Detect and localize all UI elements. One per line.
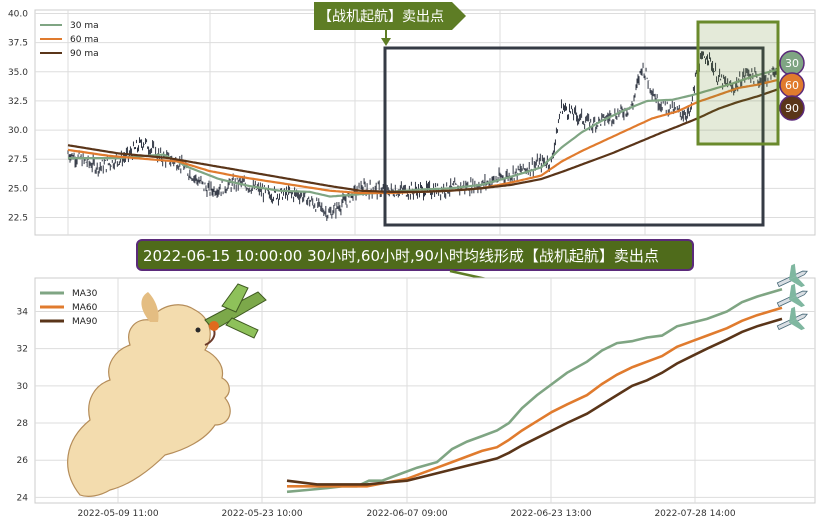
badge-90 (779, 95, 805, 121)
dog-body (67, 304, 231, 497)
badge-60-label: 60 (785, 79, 799, 92)
bottom-line-MA60 (287, 306, 783, 488)
top-ma-lines (67, 68, 778, 198)
top-y-tick-label: 40.0 (8, 9, 28, 19)
highlight-box-dark (383, 46, 765, 227)
jet-icon (776, 263, 808, 288)
bottom-y-tick-label: 30 (17, 382, 29, 392)
top-y-tick-label: 25.0 (8, 184, 28, 194)
legend-label-30ma: 30 ma (70, 21, 99, 31)
bottom-x-tick-label: 2022-05-09 11:00 (77, 509, 158, 519)
bottom-legend: MA30 MA60 MA90 (40, 289, 98, 327)
badge-90-label: 90 (785, 102, 799, 115)
bottom-x-tick-label: 2022-05-23 10:00 (221, 509, 302, 519)
callout-pointer-head (381, 38, 391, 46)
bottom-x-tick-label: 2022-06-23 13:00 (510, 509, 591, 519)
jet-icon (776, 283, 808, 308)
top-chart-panel: 22.5 25.0 27.5 30.0 32.5 35.0 37.5 40.0 30 ma 6… (8, 2, 816, 236)
bottom-x-tick-label: 2022-06-07 09:00 (366, 509, 447, 519)
bottom-y-tick-label: 34 (17, 307, 29, 317)
sell-point-callout: 【战机起航】卖出点 (314, 2, 466, 46)
callout-arrow-shape (314, 2, 466, 30)
toy-plane-illustration (204, 283, 267, 339)
bottom-y-tick-labels: 24 26 28 30 32 34 (17, 307, 29, 503)
legend-label-MA30: MA30 (72, 289, 98, 299)
top-y-tick-label: 27.5 (8, 155, 28, 165)
top-line-30ma (68, 68, 778, 198)
legend-label-60ma: 60 ma (70, 35, 99, 45)
bottom-y-tick-label: 24 (17, 493, 29, 503)
top-legend: 30 ma 60 ma 90 ma (40, 21, 99, 59)
bottom-line-MA30 (286, 287, 783, 494)
dog-illustration (67, 292, 231, 497)
bottom-line-MA90 (286, 317, 783, 486)
banner-box (136, 239, 694, 271)
bottom-x-tick-labels: 2022-05-09 11:00 2022-05-23 10:00 2022-06-… (77, 509, 735, 519)
bottom-chart-panel: 24 26 28 30 32 34 2022-05-09 11:00 2022-05-23 … (17, 263, 816, 519)
ma-badges: 30 60 90 (779, 50, 805, 121)
top-y-tick-label: 22.5 (8, 214, 28, 224)
legend-label-90ma: 90 ma (70, 49, 99, 59)
top-y-tick-label: 35.0 (8, 68, 28, 78)
top-y-tick-labels: 22.5 25.0 27.5 30.0 32.5 35.0 37.5 40.0 (8, 9, 28, 223)
top-y-tick-label: 32.5 (8, 97, 28, 107)
top-line-90ma (67, 88, 778, 193)
toy-plane-wing-top (221, 283, 249, 313)
top-y-tick-label: 30.0 (8, 126, 28, 136)
toy-plane-wing-bottom (225, 317, 259, 339)
bottom-y-tick-label: 32 (17, 345, 28, 355)
jet-icon (776, 306, 808, 331)
legend-label-MA60: MA60 (72, 303, 98, 313)
bottom-y-tick-label: 26 (17, 456, 29, 466)
dog-mouth (204, 329, 216, 346)
bottom-y-tick-label: 28 (17, 419, 29, 429)
badge-30-label: 30 (785, 57, 799, 70)
banner-text: 2022-06-15 10:00:00 30小时,60小时,90小时均线形成【战… (143, 247, 659, 265)
callout-text: 【战机起航】卖出点 (318, 9, 444, 25)
dog-eye (195, 327, 201, 333)
top-grid (35, 10, 815, 235)
jet-icons (776, 263, 808, 331)
highlight-box-green (696, 20, 780, 146)
bottom-x-tick-label: 2022-07-28 14:00 (654, 509, 735, 519)
dog-ear (141, 292, 159, 322)
top-y-tick-label: 37.5 (8, 39, 28, 49)
signal-banner: 2022-06-15 10:00:00 30小时,60小时,90小时均线形成【战… (136, 239, 694, 291)
toy-plane-nose (209, 321, 219, 331)
legend-label-MA90: MA90 (72, 317, 98, 327)
bottom-ma-lines (286, 287, 783, 494)
